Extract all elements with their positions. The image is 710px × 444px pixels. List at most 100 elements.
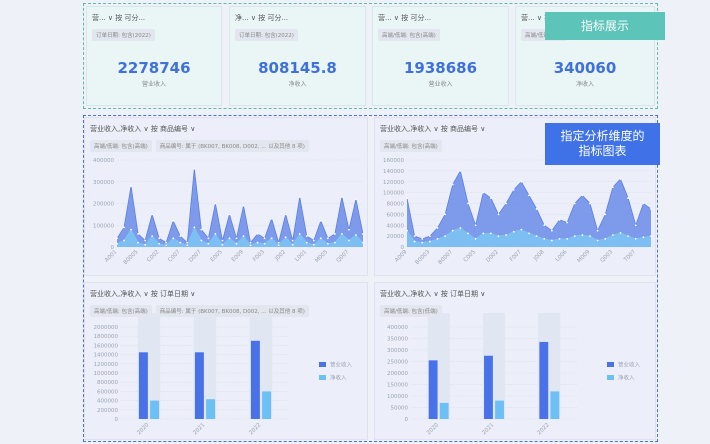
point	[326, 242, 329, 245]
x-tick-label: 2022	[537, 422, 551, 436]
point	[642, 202, 645, 205]
bar	[495, 400, 504, 419]
x-tick-label: Q003	[600, 249, 615, 264]
point	[512, 189, 515, 191]
point	[312, 243, 315, 246]
bar	[194, 352, 204, 419]
point	[474, 224, 477, 227]
filters: 高端/低端: 包含(高端) 商品编号: 属于 (BK007, BK008, D00…	[90, 140, 309, 152]
point	[428, 240, 431, 243]
point	[634, 237, 637, 240]
card-header: 营... ∨ 按 可分...	[92, 14, 146, 22]
point	[642, 236, 645, 239]
area-fill	[117, 227, 363, 247]
point	[512, 230, 515, 233]
point	[421, 241, 424, 244]
kpi-label: 营业收入	[428, 81, 453, 88]
point	[158, 242, 161, 245]
point	[421, 237, 424, 240]
point	[535, 235, 538, 238]
kpi-label: 净收入	[575, 81, 594, 88]
x-tick-label: 2020	[136, 422, 150, 436]
legend-label: 营业收入	[330, 361, 353, 369]
bar	[550, 391, 560, 419]
y-tick-label: 350000	[387, 337, 408, 343]
point	[611, 186, 614, 189]
x-tick-label: M009	[576, 249, 591, 264]
y-tick-label: 40000	[387, 223, 405, 229]
legend-label: 净收入	[618, 374, 635, 382]
point	[319, 220, 322, 222]
point	[604, 237, 607, 240]
x-tick-label: F007	[509, 249, 523, 263]
point	[151, 235, 154, 238]
point	[543, 224, 546, 227]
y-tick-label: 0	[405, 417, 409, 423]
x-tick-label: B0007	[437, 249, 454, 266]
filters: 订单日期: 包含(2022)	[235, 29, 298, 41]
kpi-card: 净... ∨ 按 可分... 订单日期: 包含(2022) 808145.8 净收入	[229, 6, 366, 106]
point	[235, 242, 238, 245]
x-tick-label: A009	[394, 249, 409, 264]
bar	[250, 340, 260, 419]
legend-swatch	[607, 362, 614, 367]
point	[249, 241, 252, 244]
filters: 高端/低端: 包含(高端)	[380, 140, 442, 152]
point	[193, 226, 196, 229]
x-tick-label: E005	[210, 249, 224, 263]
y-tick-label: 150000	[387, 383, 408, 389]
point	[634, 224, 637, 227]
y-tick-label: 400000	[97, 399, 118, 405]
point	[242, 235, 245, 238]
point	[228, 213, 231, 216]
point	[200, 239, 203, 242]
y-tick-label: 800000	[97, 380, 118, 386]
y-tick-label: 1400000	[94, 353, 119, 359]
point	[263, 237, 266, 240]
bar	[428, 360, 438, 419]
point	[467, 202, 469, 205]
point	[482, 232, 485, 235]
point	[573, 235, 576, 238]
point	[497, 235, 500, 238]
series-line	[116, 226, 364, 246]
point	[256, 241, 259, 244]
point	[451, 183, 454, 186]
point	[520, 228, 523, 231]
x-tick-label: B0003	[414, 249, 431, 266]
point	[362, 241, 364, 244]
bar	[262, 391, 272, 419]
chart-panel: 0 200000 400000 600000 800000 1000000 1200000 1…	[84, 282, 368, 440]
legend-label: 净收入	[330, 374, 347, 382]
y-tick-label: 200000	[97, 408, 118, 414]
point	[242, 204, 245, 207]
bar	[439, 402, 449, 419]
point	[144, 239, 147, 242]
point	[298, 196, 301, 198]
chart: 0 20000 40000 60000 80000 100000 120000 140000 1…	[383, 158, 652, 266]
point	[589, 202, 591, 205]
point	[151, 213, 154, 216]
y-tick-label: 100000	[387, 394, 408, 400]
point	[235, 237, 238, 240]
y-tick-label: 1200000	[94, 362, 119, 368]
legend-swatch	[319, 362, 326, 367]
point	[186, 244, 189, 247]
point	[165, 244, 168, 247]
point	[291, 239, 294, 242]
x-tick-label: F003	[252, 249, 266, 263]
filter-chip: 商品编号: 属于 (BK007, BK008, D002, ... 以及其他 8…	[155, 140, 309, 152]
area-fill	[117, 168, 363, 247]
chart-title: 营业收入,净收入 ∨ 按 商品编号 ∨	[90, 125, 196, 133]
point	[650, 208, 652, 210]
point	[550, 239, 553, 242]
point	[319, 237, 322, 240]
chart: 0 100000 200000 300000 400000 A001 B0005 C002 C0…	[93, 158, 364, 266]
point	[228, 237, 231, 240]
filter-chip: 高端/低端: 包含(高端)	[380, 140, 442, 152]
point	[581, 234, 584, 236]
x-tick-label: J008	[532, 249, 546, 263]
point	[144, 243, 147, 246]
x-tick-label: L001	[294, 249, 308, 263]
point	[207, 237, 210, 240]
